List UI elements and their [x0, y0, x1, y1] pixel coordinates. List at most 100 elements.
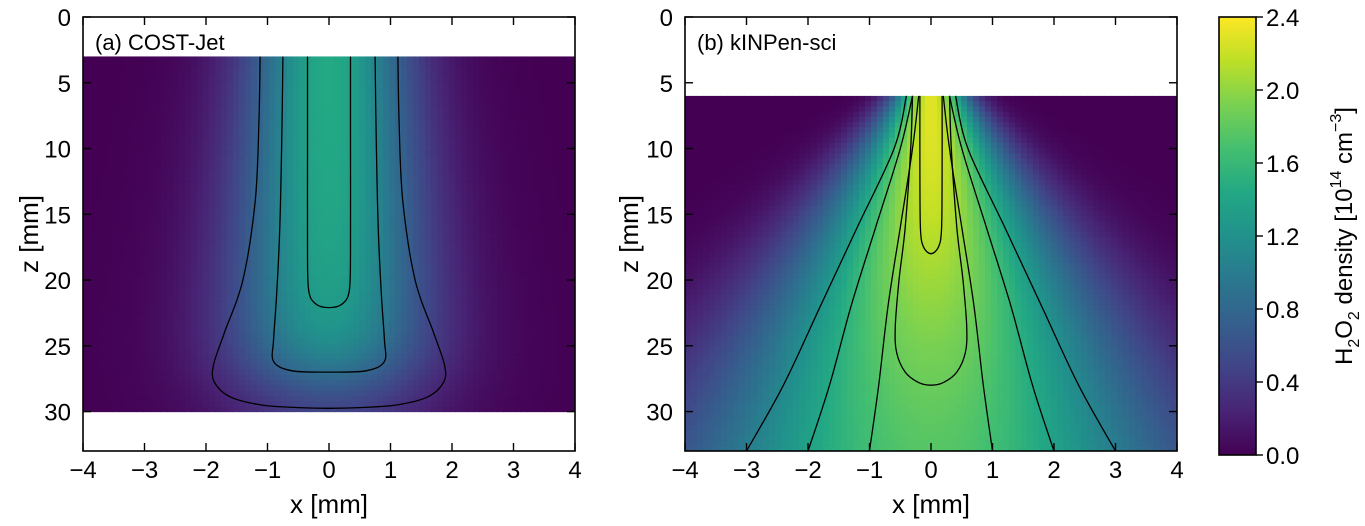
heatmap-cell [437, 134, 444, 141]
heatmap-cell [263, 307, 270, 313]
heatmap-cell [269, 113, 276, 120]
heatmap-cell [323, 327, 330, 334]
heatmap-cell [287, 291, 294, 298]
heatmap-cell [263, 160, 270, 167]
heatmap-cell [149, 406, 156, 413]
heatmap-cell [263, 260, 270, 266]
heatmap-cell [473, 401, 480, 407]
heatmap-cell [329, 207, 336, 214]
heatmap-cell [299, 223, 306, 230]
heatmap-cell [215, 348, 222, 355]
heatmap-cell [95, 286, 102, 293]
heatmap-cell [485, 98, 492, 105]
heatmap-cell [299, 61, 306, 68]
heatmap-cell [515, 61, 522, 68]
heatmap-cell [461, 160, 468, 167]
heatmap-cell [257, 103, 264, 110]
heatmap-cell [269, 160, 276, 167]
heatmap-cell [167, 207, 174, 214]
heatmap-cell [209, 228, 216, 235]
heatmap-cell [149, 322, 156, 329]
heatmap-cell [89, 301, 96, 308]
heatmap-cell [311, 343, 318, 350]
heatmap-cell [389, 234, 396, 240]
heatmap-cell [341, 364, 348, 371]
heatmap-cell [167, 296, 174, 303]
heatmap-cell [509, 56, 516, 63]
heatmap-cell [431, 61, 438, 68]
heatmap-cell [305, 72, 312, 78]
heatmap-cell [503, 98, 510, 105]
heatmap-cell [173, 66, 180, 73]
heatmap-cell [515, 181, 522, 188]
heatmap-cell [401, 192, 408, 199]
heatmap-cell [137, 207, 144, 214]
heatmap-cell [215, 239, 222, 246]
heatmap-cell [329, 213, 336, 219]
heatmap-cell [473, 181, 480, 188]
heatmap-cell [419, 317, 426, 324]
heatmap-cell [461, 207, 468, 214]
heatmap-cell [401, 338, 408, 345]
heatmap-cell [299, 401, 306, 407]
heatmap-cell [131, 364, 138, 371]
heatmap-cell [125, 181, 132, 188]
heatmap-cell [131, 82, 138, 89]
heatmap-cell [443, 228, 450, 235]
heatmap-cell [371, 307, 378, 313]
heatmap-cell [359, 364, 366, 371]
heatmap-cell [335, 108, 342, 115]
heatmap-cell [341, 338, 348, 345]
heatmap-cell [299, 322, 306, 329]
heatmap-cell [455, 103, 462, 110]
heatmap-cell [251, 286, 258, 293]
heatmap-cell [455, 296, 462, 303]
heatmap-cell [131, 66, 138, 73]
heatmap-cell [503, 155, 510, 162]
heatmap-cell [197, 124, 204, 131]
heatmap-cell [515, 364, 522, 371]
heatmap-cell [431, 281, 438, 287]
heatmap-cell [257, 312, 264, 319]
heatmap-cell [497, 234, 504, 240]
heatmap-cell [101, 119, 108, 125]
heatmap-cell [197, 187, 204, 193]
heatmap-cell [323, 364, 330, 371]
heatmap-cell [311, 82, 318, 89]
heatmap-cell [89, 390, 96, 397]
heatmap-cell [341, 291, 348, 298]
heatmap-cell [437, 187, 444, 193]
heatmap-cell [509, 93, 516, 99]
heatmap-cell [437, 395, 444, 402]
heatmap-cell [383, 103, 390, 110]
heatmap-cell [407, 296, 414, 303]
heatmap-cell [149, 87, 156, 94]
heatmap-cell [485, 77, 492, 84]
heatmap-cell [227, 359, 234, 366]
heatmap-cell [341, 348, 348, 355]
heatmap-cell [515, 260, 522, 266]
heatmap-cell [329, 333, 336, 340]
heatmap-cell [425, 343, 432, 350]
heatmap-cell [299, 380, 306, 387]
heatmap-cell [215, 108, 222, 115]
heatmap-cell [389, 176, 396, 183]
heatmap-cell [233, 385, 240, 392]
heatmap-cell [521, 56, 528, 63]
heatmap-cell [149, 401, 156, 407]
heatmap-cell [329, 234, 336, 240]
heatmap-cell [233, 401, 240, 407]
heatmap-cell [269, 202, 276, 209]
heatmap-cell [323, 281, 330, 287]
heatmap-cell [497, 317, 504, 324]
heatmap-cell [347, 369, 354, 376]
heatmap-cell [317, 103, 324, 110]
heatmap-cell [215, 145, 222, 152]
heatmap-cell [221, 317, 228, 324]
heatmap-cell [107, 87, 114, 94]
heatmap-cell [83, 108, 90, 115]
heatmap-cell [143, 77, 150, 84]
heatmap-cell [401, 93, 408, 99]
heatmap-cell [179, 322, 186, 329]
heatmap-cell [485, 286, 492, 293]
